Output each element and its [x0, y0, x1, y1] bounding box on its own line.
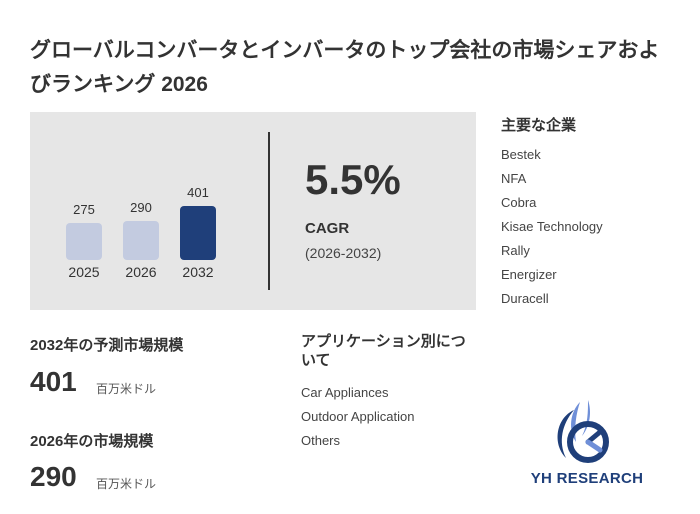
market-chart-panel: 275 2025 290 2026 401 2032 5.5% CAGR (2026-20… — [30, 112, 476, 310]
bar-value-label: 275 — [73, 202, 95, 217]
key-player-item: Duracell — [501, 291, 549, 306]
key-player-item: Rally — [501, 243, 530, 258]
bar-value-label: 290 — [130, 200, 152, 215]
applications-title: アプリケーション別について — [301, 333, 466, 369]
forecast-size-title: 2032年の予測市場規模 — [30, 337, 184, 354]
current-size-title: 2026年の市場規模 — [30, 433, 154, 450]
current-size-unit: 百万米ドル — [96, 477, 157, 491]
bar-2026 — [123, 221, 159, 260]
key-players-list: Bestek NFA Cobra Kisae Technology Rally … — [501, 147, 603, 315]
application-item: Car Appliances — [301, 385, 389, 400]
cagr-value: 5.5% — [305, 156, 401, 203]
current-size-value: 290 — [30, 461, 77, 492]
key-player-item: Bestek — [501, 147, 541, 162]
bar-year-label: 2025 — [68, 264, 100, 280]
yh-research-logo-icon — [557, 400, 609, 463]
forecast-size-unit: 百万米ドル — [96, 382, 157, 396]
application-item: Others — [301, 433, 341, 448]
forecast-size-value: 401 — [30, 366, 77, 397]
key-player-item: Cobra — [501, 195, 537, 210]
bar-2025 — [66, 223, 102, 260]
report-title: グローバルコンバータとインバータのトップ会社の市場シェアおよびランキング 202… — [30, 39, 660, 96]
bar-chart: 275 2025 290 2026 401 2032 — [30, 112, 270, 310]
cagr-label: CAGR — [305, 220, 350, 237]
key-player-item: Energizer — [501, 267, 557, 282]
bar-value-label: 401 — [187, 185, 209, 200]
brand-name: YH RESEARCH — [530, 470, 644, 487]
cagr-period: (2026-2032) — [305, 245, 382, 261]
applications-list: Car Appliances Outdoor Application Other… — [301, 385, 414, 457]
application-item: Outdoor Application — [301, 409, 415, 424]
key-players-title: 主要な企業 — [501, 117, 577, 134]
chart-divider — [268, 132, 270, 290]
bar-year-label: 2026 — [125, 264, 157, 280]
key-player-item: NFA — [501, 171, 527, 186]
bar-2032 — [180, 206, 216, 260]
key-player-item: Kisae Technology — [501, 219, 603, 234]
bar-year-label: 2032 — [182, 264, 214, 280]
